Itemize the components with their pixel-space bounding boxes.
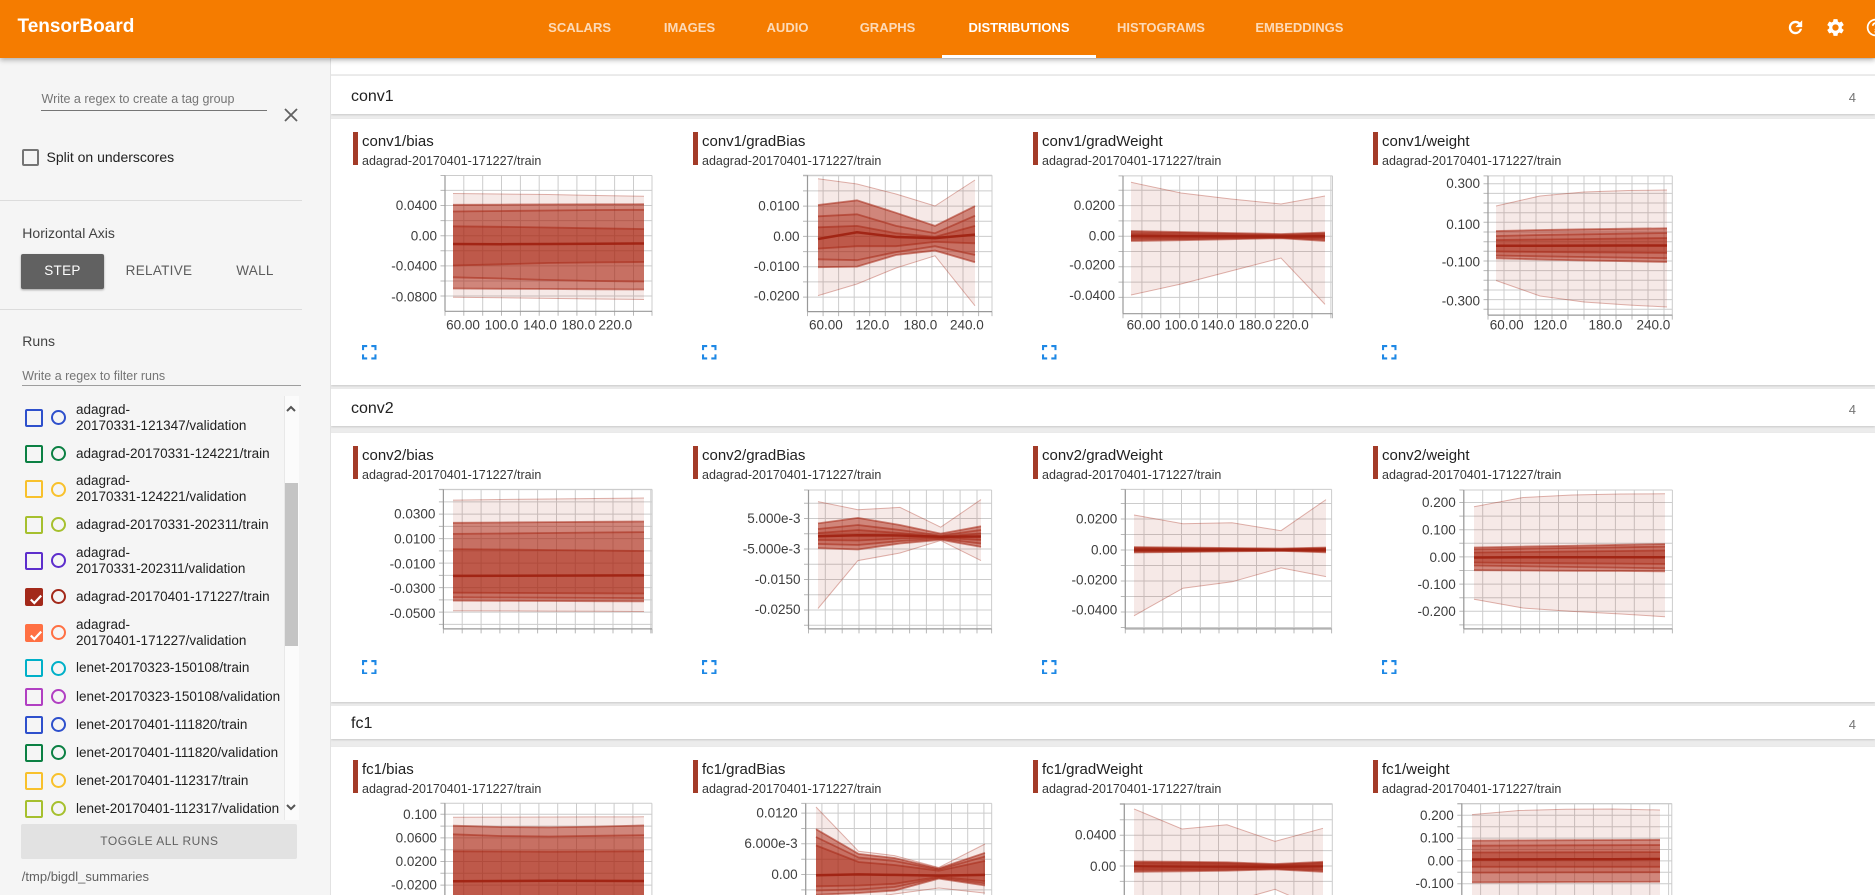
svg-text:-0.0200: -0.0200 [1069,258,1115,273]
svg-text:-0.0500: -0.0500 [390,606,436,621]
svg-text:180.0: 180.0 [1239,317,1273,332]
svg-text:140.0: 140.0 [523,317,557,332]
svg-text:0.300: 0.300 [1446,176,1480,191]
svg-text:-0.100: -0.100 [1418,577,1456,592]
svg-text:-0.0400: -0.0400 [391,259,437,274]
svg-text:0.00: 0.00 [1091,542,1117,557]
svg-text:6.000e-3: 6.000e-3 [744,836,797,851]
svg-text:0.00: 0.00 [773,229,799,244]
svg-text:-0.100: -0.100 [1416,876,1454,891]
svg-text:220.0: 220.0 [1275,317,1309,332]
svg-text:0.100: 0.100 [1446,217,1480,232]
svg-text:60.00: 60.00 [1490,317,1524,332]
svg-text:180.0: 180.0 [1589,317,1623,332]
svg-text:0.0200: 0.0200 [1074,198,1115,213]
svg-text:-0.0800: -0.0800 [391,289,437,304]
svg-text:0.0600: 0.0600 [396,830,437,845]
svg-text:-5.000e-3: -5.000e-3 [743,542,801,557]
svg-text:140.0: 140.0 [1201,317,1235,332]
svg-text:0.0400: 0.0400 [1075,828,1116,843]
svg-text:0.100: 0.100 [1420,831,1454,846]
svg-text:100.0: 100.0 [485,317,519,332]
svg-text:220.0: 220.0 [598,317,632,332]
svg-text:0.00: 0.00 [1428,853,1454,868]
svg-text:0.0200: 0.0200 [1076,512,1117,527]
svg-text:0.00: 0.00 [1090,859,1116,874]
svg-text:0.200: 0.200 [1422,495,1456,510]
svg-text:0.00: 0.00 [1430,550,1456,565]
svg-text:0.100: 0.100 [1422,523,1456,538]
svg-text:-0.0100: -0.0100 [754,259,800,274]
svg-text:0.0400: 0.0400 [396,198,437,213]
svg-text:-0.0300: -0.0300 [390,581,436,596]
svg-text:180.0: 180.0 [562,317,596,332]
svg-text:-0.0250: -0.0250 [755,602,801,617]
svg-text:-0.200: -0.200 [1418,604,1456,619]
svg-text:180.0: 180.0 [904,317,938,332]
svg-text:120.0: 120.0 [856,317,890,332]
svg-text:0.0100: 0.0100 [758,199,799,214]
svg-text:0.100: 0.100 [403,807,437,822]
svg-text:-0.0150: -0.0150 [755,572,801,587]
svg-text:0.200: 0.200 [1420,808,1454,823]
svg-text:-0.0100: -0.0100 [390,556,436,571]
svg-text:-0.0400: -0.0400 [1072,603,1118,618]
svg-text:0.0120: 0.0120 [756,806,797,821]
svg-text:-0.300: -0.300 [1442,293,1480,308]
svg-text:0.00: 0.00 [1089,229,1115,244]
svg-text:-0.0400: -0.0400 [1069,288,1115,303]
svg-text:-0.0200: -0.0200 [1072,573,1118,588]
svg-text:240.0: 240.0 [950,317,984,332]
svg-text:60.00: 60.00 [809,317,843,332]
svg-text:60.00: 60.00 [1127,317,1161,332]
svg-text:-0.100: -0.100 [1442,255,1480,270]
svg-text:0.00: 0.00 [771,867,797,882]
svg-text:-0.0200: -0.0200 [754,289,800,304]
svg-text:240.0: 240.0 [1637,317,1671,332]
svg-text:120.0: 120.0 [1533,317,1567,332]
svg-text:60.00: 60.00 [446,317,480,332]
svg-text:-0.0200: -0.0200 [391,878,437,893]
svg-text:0.00: 0.00 [411,228,437,243]
svg-text:100.0: 100.0 [1165,317,1199,332]
svg-text:5.000e-3: 5.000e-3 [747,511,800,526]
svg-text:0.0300: 0.0300 [394,507,435,522]
svg-text:0.0100: 0.0100 [394,531,435,546]
svg-text:0.0200: 0.0200 [396,854,437,869]
